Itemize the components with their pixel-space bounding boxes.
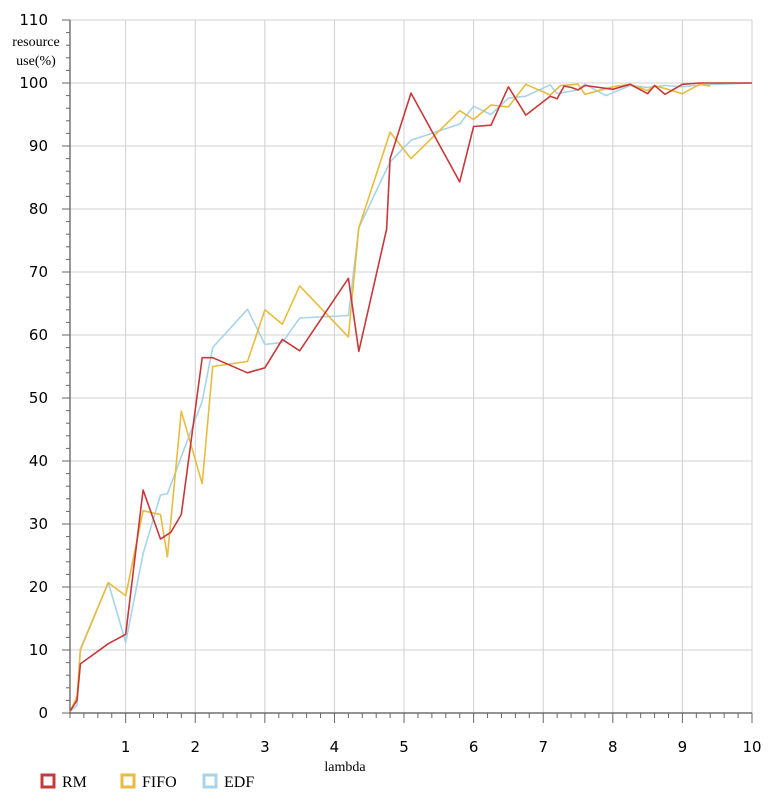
legend-label-fifo: FIFO xyxy=(142,774,177,791)
legend-swatch-edf xyxy=(202,773,218,789)
x-tick-label: 3 xyxy=(260,738,270,756)
x-tick-label: 9 xyxy=(678,738,688,756)
x-axis-title: lambda xyxy=(324,760,366,775)
y-tick-label: 80 xyxy=(29,200,48,218)
y-tick-label: 20 xyxy=(29,578,48,596)
x-tick-label: 1 xyxy=(121,738,131,756)
y-tick-label: 110 xyxy=(19,11,48,29)
x-tick-label: 8 xyxy=(608,738,618,756)
y-tick-label: 10 xyxy=(29,641,48,659)
y-tick-label: 70 xyxy=(29,263,48,281)
y-tick-label: 0 xyxy=(38,704,48,722)
series-line-fifo xyxy=(69,83,711,713)
x-tick-label: 7 xyxy=(538,738,548,756)
legend-label-edf: EDF xyxy=(224,774,254,791)
series-line-edf xyxy=(69,82,753,713)
y-tick-label: 50 xyxy=(29,389,48,407)
x-tick-label: 2 xyxy=(190,738,200,756)
y-axis-title-line1: resource xyxy=(12,35,59,50)
y-tick-label: 60 xyxy=(29,326,48,344)
legend-label-rm: RM xyxy=(62,774,87,791)
x-tick-label: 6 xyxy=(469,738,479,756)
y-axis-title-line2: use(%) xyxy=(16,54,56,69)
axes xyxy=(62,19,753,723)
legend: RM FIFO EDF xyxy=(40,773,254,791)
y-tick-label: 30 xyxy=(29,515,48,533)
y-tick-label: 90 xyxy=(29,137,48,155)
grid xyxy=(70,19,753,713)
legend-swatch-fifo xyxy=(120,773,136,789)
tick-labels: 0 10 20 30 40 50 60 70 80 90 100 110 1 2 3 4 5 6 7 8 9 10 xyxy=(19,11,761,756)
legend-swatch-rm xyxy=(40,773,56,789)
series-lines xyxy=(69,82,753,713)
x-tick-label: 5 xyxy=(399,738,409,756)
series-line-rm xyxy=(69,82,752,712)
x-tick-label: 4 xyxy=(330,738,340,756)
y-tick-label: 40 xyxy=(29,452,48,470)
y-tick-label: 100 xyxy=(19,74,48,92)
x-tick-label: 10 xyxy=(742,738,761,756)
